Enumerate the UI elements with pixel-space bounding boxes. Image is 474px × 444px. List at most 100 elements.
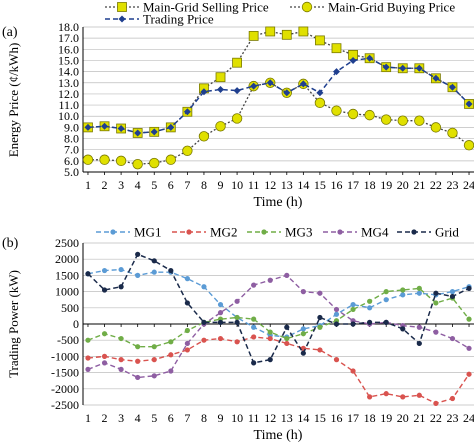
data-point-18 xyxy=(383,391,389,397)
y-tick-label: 12.0 xyxy=(58,87,79,101)
data-point-22 xyxy=(448,83,456,91)
x-tick-label: 24 xyxy=(463,178,474,192)
x-tick-label: 12 xyxy=(264,411,276,425)
y-tick-label: 10.0 xyxy=(58,109,79,123)
data-point-15 xyxy=(333,357,340,363)
data-point-3 xyxy=(135,374,141,381)
data-point-legend xyxy=(186,229,192,235)
data-point-8 xyxy=(217,319,224,325)
data-point-21 xyxy=(433,329,439,335)
data-point-5 xyxy=(168,339,174,345)
x-tick-label: 2 xyxy=(102,178,108,192)
data-point-8 xyxy=(217,335,224,342)
data-point-22 xyxy=(449,289,456,295)
legend-item-mg2: MG2 xyxy=(172,225,237,240)
data-point-22 xyxy=(449,335,456,342)
x-tick-label: 19 xyxy=(380,411,392,425)
data-point-4 xyxy=(151,357,157,363)
data-point-20 xyxy=(416,324,422,330)
data-point-5 xyxy=(165,154,177,165)
x-tick-label: 12 xyxy=(264,178,276,192)
data-point-19 xyxy=(400,394,406,400)
y-tick-label: -2000 xyxy=(51,382,79,396)
x-tick-label: 24 xyxy=(463,411,474,425)
data-point-8 xyxy=(217,85,225,93)
x-tick-label: 22 xyxy=(430,411,442,425)
x-tick-label: 19 xyxy=(380,178,392,192)
data-point-6 xyxy=(183,108,191,116)
legend-item-mg3: MG3 xyxy=(247,225,312,240)
y-tick-label: 1000 xyxy=(55,285,79,299)
x-tick-label: 10 xyxy=(231,178,243,192)
data-point-9 xyxy=(234,339,240,345)
x-tick-label: 18 xyxy=(364,178,376,192)
x-tick-label: 9 xyxy=(218,178,224,192)
panel-label-b: (b) xyxy=(2,236,19,251)
legend-label: Trading Price xyxy=(143,12,214,27)
chart-b: (b) -2500 -2000 -1500 -1000 -500 0 500 1000 1500… xyxy=(2,225,474,443)
x-tick-label: 13 xyxy=(281,178,293,192)
data-point-23 xyxy=(465,100,473,108)
data-point-21 xyxy=(432,74,440,82)
series-b xyxy=(85,251,472,406)
legend-label: Main-Grid Selling Price xyxy=(143,0,269,15)
data-point-16 xyxy=(349,56,357,64)
x-tick-label: 14 xyxy=(297,178,309,192)
data-point-4 xyxy=(151,373,157,379)
data-point-11 xyxy=(267,335,273,342)
y-tick-label: 14.0 xyxy=(58,65,79,79)
data-point-21 xyxy=(433,400,439,406)
data-point-14 xyxy=(317,347,323,353)
data-point-5 xyxy=(167,123,175,131)
data-point-legend xyxy=(117,2,127,12)
data-point-9 xyxy=(234,298,240,304)
y-tick-label: 17.0 xyxy=(58,31,79,45)
x-tick-label: 4 xyxy=(135,411,141,425)
legend-item-mg1: MG1 xyxy=(96,225,161,240)
y-tick-label: 9.0 xyxy=(64,120,79,134)
axes-b: -2500 -2000 -1500 -1000 -500 0 500 1000 1500 2000… xyxy=(51,236,474,425)
legend-item-grid: Grid xyxy=(397,225,459,240)
data-point-19 xyxy=(400,287,406,293)
series-line xyxy=(87,287,470,348)
data-point-3 xyxy=(135,251,141,257)
data-point-3 xyxy=(135,272,141,278)
x-tick-label: 22 xyxy=(430,178,442,192)
y-tick-label: -1000 xyxy=(51,349,79,363)
x-tick-label: 11 xyxy=(248,411,260,425)
data-point-9 xyxy=(233,87,241,95)
data-point-9 xyxy=(231,113,243,124)
data-point-16 xyxy=(350,321,356,327)
data-point-12 xyxy=(284,272,290,278)
data-point-10 xyxy=(251,360,257,366)
data-point-17 xyxy=(364,109,375,121)
data-point-16 xyxy=(350,306,356,313)
data-point-3 xyxy=(135,344,141,350)
data-point-20 xyxy=(416,392,422,398)
data-point-legend xyxy=(110,229,116,235)
data-point-22 xyxy=(449,293,456,300)
y-tick-label: 2000 xyxy=(55,252,79,266)
data-point-4 xyxy=(149,157,160,169)
data-point-1 xyxy=(101,122,109,130)
data-point-legend xyxy=(301,1,313,13)
series-mg4 xyxy=(85,272,472,381)
y-tick-label: 1500 xyxy=(55,268,79,282)
x-tick-label: 21 xyxy=(413,411,425,425)
data-point-17 xyxy=(367,319,373,325)
data-point-8 xyxy=(215,121,226,132)
data-point-7 xyxy=(201,337,207,343)
data-point-18 xyxy=(383,289,389,295)
data-point-15 xyxy=(333,306,340,313)
x-tick-label: 13 xyxy=(281,411,293,425)
x-tick-label: 8 xyxy=(201,178,207,192)
data-point-2 xyxy=(118,357,124,363)
x-tick-label: 17 xyxy=(347,411,359,425)
x-tick-label: 2 xyxy=(102,411,108,425)
data-point-0 xyxy=(85,366,91,372)
data-point-0 xyxy=(85,355,91,361)
data-point-12 xyxy=(284,340,290,347)
x-tick-label: 20 xyxy=(397,178,409,192)
data-point-legend xyxy=(411,229,417,235)
x-axis-label-a: Time (h) xyxy=(254,195,303,210)
